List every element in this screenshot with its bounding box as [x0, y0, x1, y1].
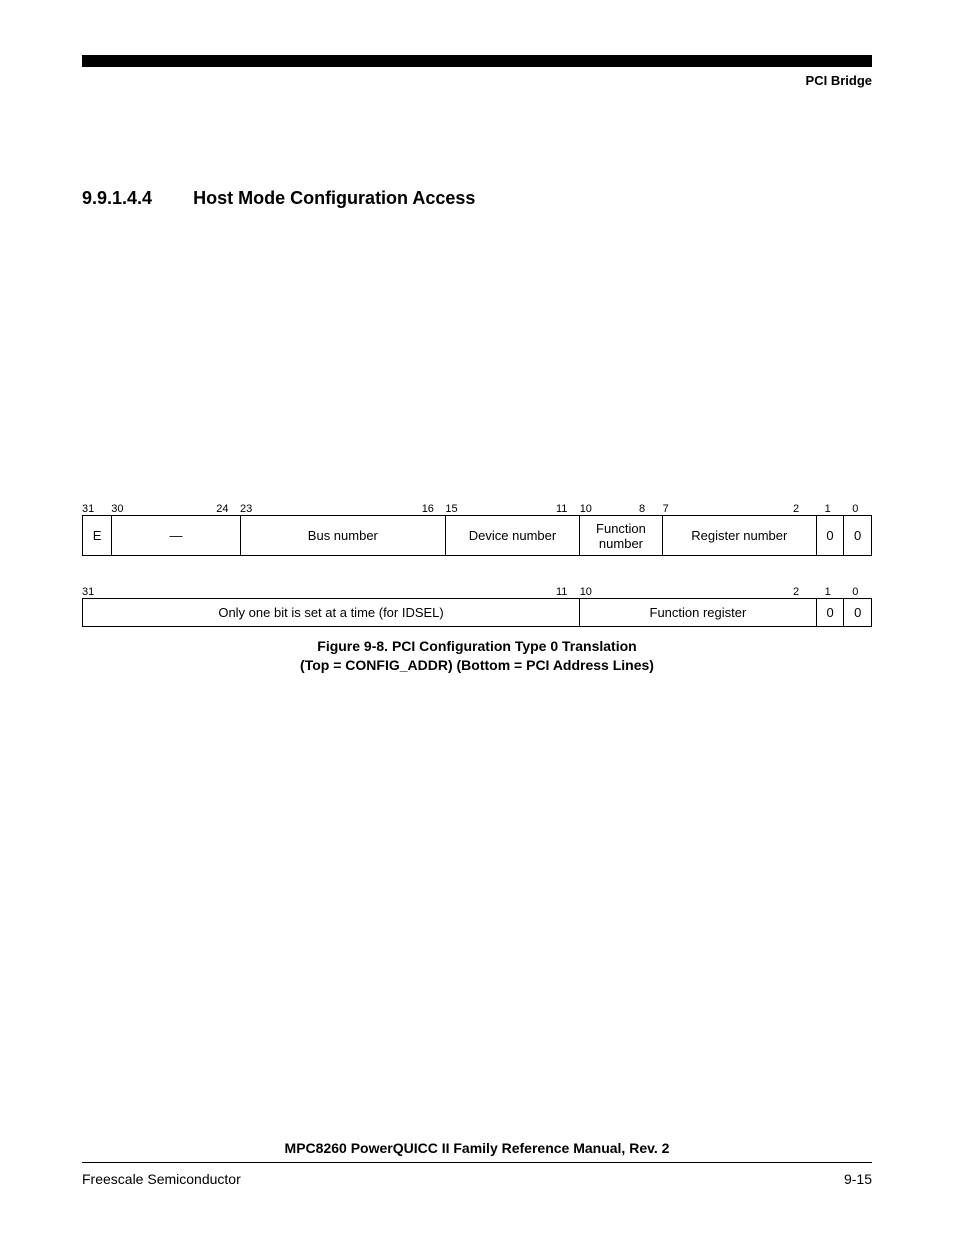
- bit-label: 30: [111, 503, 123, 515]
- bit-label: 24: [216, 503, 228, 515]
- bit-label: 2: [793, 586, 799, 598]
- section-number: 9.9.1.4.4: [82, 188, 152, 208]
- register-cell: Function number: [580, 516, 663, 556]
- register-cell: Device number: [445, 516, 579, 556]
- bit-label: 7: [663, 503, 669, 515]
- register-cell: E: [83, 516, 112, 556]
- bit-label: 15: [445, 503, 457, 515]
- bit-label: 11: [556, 503, 567, 515]
- bit-label: 0: [852, 503, 858, 515]
- footer-row: Freescale Semiconductor 9-15: [82, 1171, 872, 1187]
- page: PCI Bridge 9.9.1.4.4 Host Mode Configura…: [0, 0, 954, 1235]
- top-bit-labels: 313024231615111087210: [82, 499, 872, 515]
- pci-address-lines-table: Only one bit is set at a time (for IDSEL…: [82, 598, 872, 627]
- bit-label: 11: [556, 586, 567, 598]
- footer: MPC8260 PowerQUICC II Family Reference M…: [82, 1140, 872, 1187]
- bit-label: 8: [639, 503, 645, 515]
- register-cell: Function register: [580, 599, 817, 627]
- spacer: [82, 556, 872, 582]
- caption-line-2: (Top = CONFIG_ADDR) (Bottom = PCI Addres…: [82, 656, 872, 675]
- bit-label: 31: [82, 586, 94, 598]
- bit-label: 2: [793, 503, 799, 515]
- bottom-bit-labels: 311110210: [82, 582, 872, 598]
- register-cell: Only one bit is set at a time (for IDSEL…: [83, 599, 580, 627]
- section-title: Host Mode Configuration Access: [193, 188, 475, 208]
- register-cell: Bus number: [240, 516, 445, 556]
- register-cell: 0: [816, 516, 844, 556]
- bit-label: 10: [580, 586, 592, 598]
- register-cell: —: [112, 516, 241, 556]
- bit-label: 0: [852, 586, 858, 598]
- bit-label: 31: [82, 503, 94, 515]
- register-cell: Register number: [662, 516, 816, 556]
- register-cell: 0: [844, 599, 872, 627]
- section-heading: 9.9.1.4.4 Host Mode Configuration Access: [82, 188, 872, 209]
- top-rule: [82, 55, 872, 67]
- bit-label: 16: [422, 503, 434, 515]
- footer-left: Freescale Semiconductor: [82, 1171, 241, 1187]
- register-cell: 0: [816, 599, 844, 627]
- footer-right: 9-15: [844, 1171, 872, 1187]
- figure-caption: Figure 9-8. PCI Configuration Type 0 Tra…: [82, 637, 872, 675]
- caption-line-1: Figure 9-8. PCI Configuration Type 0 Tra…: [82, 637, 872, 656]
- bit-label: 1: [825, 503, 831, 515]
- config-addr-table: E—Bus numberDevice numberFunction number…: [82, 515, 872, 556]
- footer-title: MPC8260 PowerQUICC II Family Reference M…: [82, 1140, 872, 1163]
- register-cell: 0: [844, 516, 872, 556]
- bit-label: 23: [240, 503, 252, 515]
- bit-label: 1: [825, 586, 831, 598]
- figure-block: 313024231615111087210 E—Bus numberDevice…: [82, 499, 872, 675]
- header-section-title: PCI Bridge: [82, 73, 872, 88]
- bit-label: 10: [580, 503, 592, 515]
